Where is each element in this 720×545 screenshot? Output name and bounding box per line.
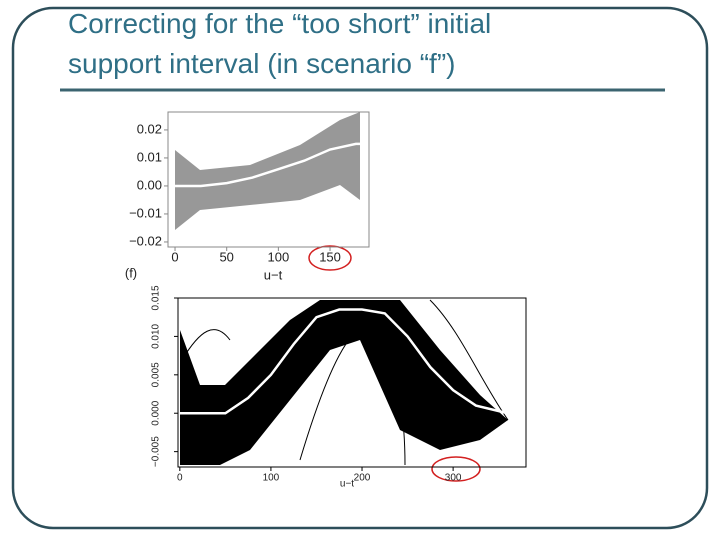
y-tick-label: 0.005 [151,362,162,387]
x-tick-label: 300 [445,473,462,484]
title-line: support interval (in scenario “f”) [68,48,455,79]
annotation: (f) [125,265,137,280]
x-tick-label: 0 [171,249,178,264]
y-tick-label: 0.01 [137,149,162,164]
x-tick-label: 200 [354,473,371,484]
slide-frame [11,6,709,530]
y-tick-label: −0.005 [151,436,162,467]
y-tick-label: −0.01 [129,205,162,220]
x-tick-label: 100 [268,249,290,264]
y-tick-label: 0.000 [151,400,162,425]
curve-band [175,112,360,230]
mean-curve [179,308,509,415]
highlight-ellipse [431,456,481,482]
y-tick-label: 0.00 [137,177,162,192]
highlight-ellipse [308,245,352,271]
y-tick-label: 0.015 [151,285,162,310]
y-tick-label: 0.02 [137,121,162,136]
x-tick-label: 100 [263,473,280,484]
x-axis-label: u−t [340,479,354,490]
x-tick-label: 50 [219,249,233,264]
stray-curves [181,299,509,466]
mean-curve [175,142,367,188]
title-line: Correcting for the “too short” initial [68,8,491,39]
x-tick-label: 150 [319,249,341,264]
curve-band [180,300,508,465]
plot-frame [167,111,370,248]
y-tick-label: −0.02 [129,233,162,248]
y-tick-label: 0.010 [151,323,162,348]
plot-frame [177,297,527,468]
x-tick-label: 0 [177,473,183,484]
x-axis-label: u−t [264,267,283,282]
